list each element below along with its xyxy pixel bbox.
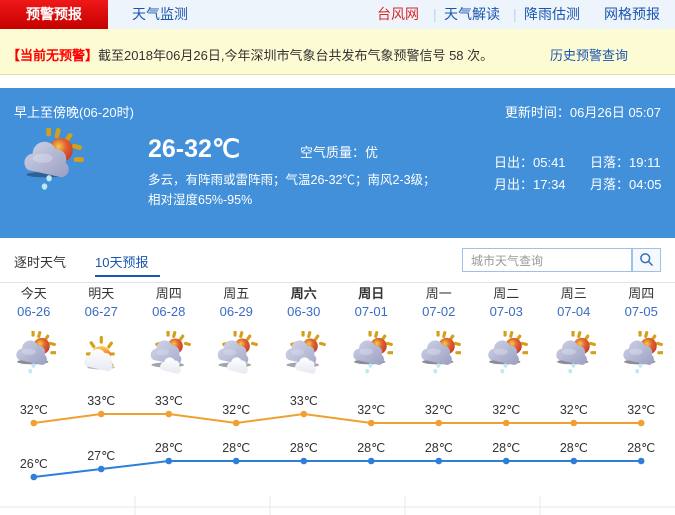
svg-text:33℃: 33℃ [87,394,115,408]
svg-text:27℃: 27℃ [87,449,115,463]
svg-text:28℃: 28℃ [560,441,588,455]
svg-text:33℃: 33℃ [155,394,183,408]
svg-text:28℃: 28℃ [222,441,250,455]
svg-text:26℃: 26℃ [20,457,48,471]
svg-text:32℃: 32℃ [357,403,385,417]
svg-text:32℃: 32℃ [627,403,655,417]
svg-text:28℃: 28℃ [627,441,655,455]
svg-text:33℃: 33℃ [290,394,318,408]
svg-text:32℃: 32℃ [20,403,48,417]
svg-text:28℃: 28℃ [425,441,453,455]
svg-text:28℃: 28℃ [357,441,385,455]
svg-text:28℃: 28℃ [290,441,318,455]
svg-text:32℃: 32℃ [492,403,520,417]
svg-text:32℃: 32℃ [560,403,588,417]
svg-text:32℃: 32℃ [222,403,250,417]
svg-text:28℃: 28℃ [155,441,183,455]
svg-text:28℃: 28℃ [492,441,520,455]
svg-text:32℃: 32℃ [425,403,453,417]
